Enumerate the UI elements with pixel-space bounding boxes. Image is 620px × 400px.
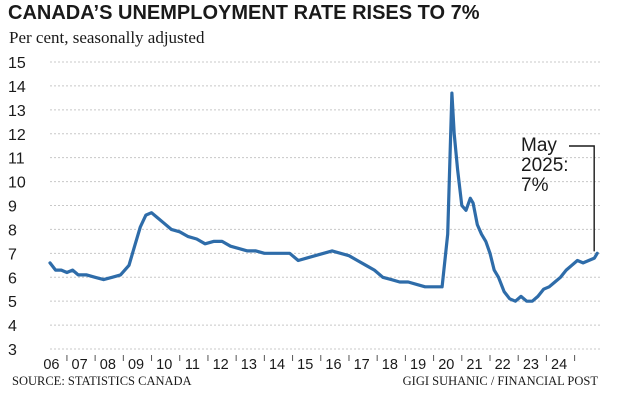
annotation-line-1: May [521, 135, 557, 156]
x-tick-label: 16 [325, 357, 341, 373]
annotation-line-2: 2025: [521, 155, 569, 176]
y-tick-label: 8 [8, 222, 17, 239]
chart-title: CANADA’S UNEMPLOYMENT RATE RISES TO 7% [8, 2, 480, 24]
y-tick-label: 11 [8, 151, 25, 168]
latest-value-annotation: May 2025: 7% [521, 136, 569, 196]
x-tick-label: 17 [354, 357, 370, 373]
y-tick-label: 15 [8, 55, 26, 72]
x-tick-label: 23 [523, 357, 539, 373]
y-tick-label: 12 [8, 127, 26, 144]
y-tick-label: 4 [8, 318, 17, 335]
x-tick-label: 21 [466, 357, 482, 373]
annotation-line-3: 7% [521, 175, 549, 196]
x-tick-label: 13 [241, 357, 257, 373]
y-tick-label: 9 [8, 199, 17, 216]
source-note: SOURCE: STATISTICS CANADA [12, 374, 192, 388]
x-tick-label: 11 [185, 357, 200, 373]
x-tick-label: 22 [495, 357, 511, 373]
x-tick-label: 08 [100, 357, 116, 373]
x-tick-label: 06 [43, 357, 59, 373]
x-tick-label: 14 [269, 357, 285, 373]
y-tick-label: 7 [8, 246, 17, 263]
x-tick-label: 09 [128, 357, 144, 373]
y-tick-label: 13 [8, 103, 26, 120]
x-tick-label: 20 [438, 357, 454, 373]
y-tick-label: 3 [8, 342, 17, 359]
x-tick-label: 07 [72, 357, 88, 373]
y-tick-label: 10 [8, 175, 26, 192]
chart-subtitle: Per cent, seasonally adjusted [9, 28, 205, 47]
x-tick-label: 12 [213, 357, 229, 373]
credit-note: GIGI SUHANIC / FINANCIAL POST [402, 374, 598, 388]
x-tick-label: 10 [156, 357, 172, 373]
x-tick-label: 18 [382, 357, 398, 373]
x-tick-label: 19 [410, 357, 426, 373]
unemployment-rate-line [48, 91, 599, 303]
y-tick-label: 6 [8, 270, 17, 287]
annotation-leader-line [569, 145, 595, 252]
x-tick-label: 24 [551, 357, 567, 373]
x-tick-label: 15 [297, 357, 313, 373]
y-tick-label: 14 [8, 79, 26, 96]
y-tick-label: 5 [8, 294, 17, 311]
